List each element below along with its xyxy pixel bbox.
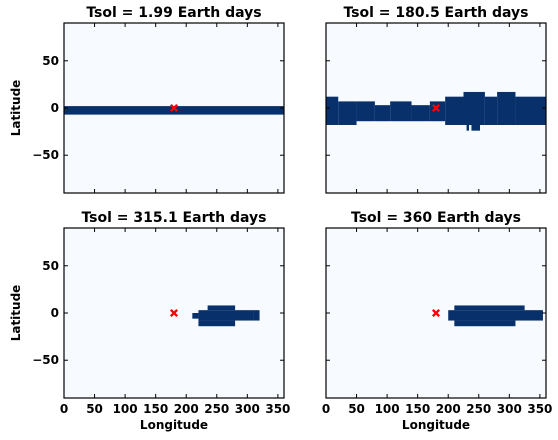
data-region bbox=[454, 320, 516, 327]
chart-title: Tsol = 1.99 Earth days bbox=[86, 5, 261, 21]
x-tick-label: 100 bbox=[375, 402, 400, 416]
data-region bbox=[484, 96, 498, 125]
data-region bbox=[198, 320, 236, 327]
data-region bbox=[253, 310, 260, 321]
data-region bbox=[198, 310, 254, 321]
y-tick-label: 50 bbox=[42, 54, 59, 68]
plot-frame bbox=[325, 22, 547, 194]
data-region bbox=[192, 313, 199, 319]
data-region bbox=[463, 91, 485, 125]
x-tick-label: 100 bbox=[113, 402, 138, 416]
plot-frame bbox=[325, 227, 547, 399]
x-tick-label: 250 bbox=[466, 402, 491, 416]
x-tick-label: 150 bbox=[143, 402, 168, 416]
data-region bbox=[429, 101, 446, 122]
x-tick-label: 0 bbox=[322, 402, 330, 416]
data-region bbox=[207, 305, 236, 311]
y-tick-label: 0 bbox=[51, 306, 59, 320]
data-region bbox=[515, 96, 546, 125]
plot-frame bbox=[63, 227, 285, 399]
data-region bbox=[454, 305, 525, 311]
data-region bbox=[374, 105, 391, 122]
x-tick-label: 350 bbox=[265, 402, 290, 416]
data-region bbox=[326, 96, 339, 125]
data-region bbox=[445, 96, 464, 125]
data-region bbox=[338, 101, 357, 125]
data-region bbox=[64, 106, 284, 115]
data-region bbox=[466, 125, 469, 131]
x-tick-label: 50 bbox=[86, 402, 103, 416]
x-tick-label: 300 bbox=[497, 402, 522, 416]
data-region bbox=[471, 125, 480, 131]
x-tick-label: 200 bbox=[436, 402, 461, 416]
marker-x bbox=[431, 308, 441, 318]
x-tick-label: 300 bbox=[235, 402, 260, 416]
plot-frame bbox=[63, 22, 285, 194]
marker-x bbox=[431, 103, 441, 113]
data-region bbox=[497, 91, 516, 125]
data-region bbox=[390, 101, 412, 122]
x-tick-label: 50 bbox=[348, 402, 365, 416]
data-region bbox=[411, 105, 430, 122]
y-tick-label: −50 bbox=[32, 148, 59, 162]
x-axis-label: Longitude bbox=[402, 418, 470, 432]
chart-title: Tsol = 315.1 Earth days bbox=[81, 210, 266, 226]
marker-x bbox=[169, 103, 179, 113]
y-axis-label: Latitude bbox=[9, 285, 23, 342]
x-tick-label: 350 bbox=[527, 402, 552, 416]
y-axis-label: Latitude bbox=[9, 80, 23, 137]
x-tick-label: 0 bbox=[60, 402, 68, 416]
y-tick-label: −50 bbox=[32, 353, 59, 367]
x-tick-label: 250 bbox=[204, 402, 229, 416]
chart-title: Tsol = 180.5 Earth days bbox=[343, 5, 528, 21]
data-region bbox=[448, 310, 543, 321]
x-tick-label: 150 bbox=[405, 402, 430, 416]
chart-title: Tsol = 360 Earth days bbox=[351, 210, 521, 226]
y-tick-label: 50 bbox=[42, 259, 59, 273]
data-region bbox=[356, 101, 375, 122]
x-axis-label: Longitude bbox=[140, 418, 208, 432]
marker-x bbox=[169, 308, 179, 318]
y-tick-label: 0 bbox=[51, 101, 59, 115]
x-tick-label: 200 bbox=[174, 402, 199, 416]
